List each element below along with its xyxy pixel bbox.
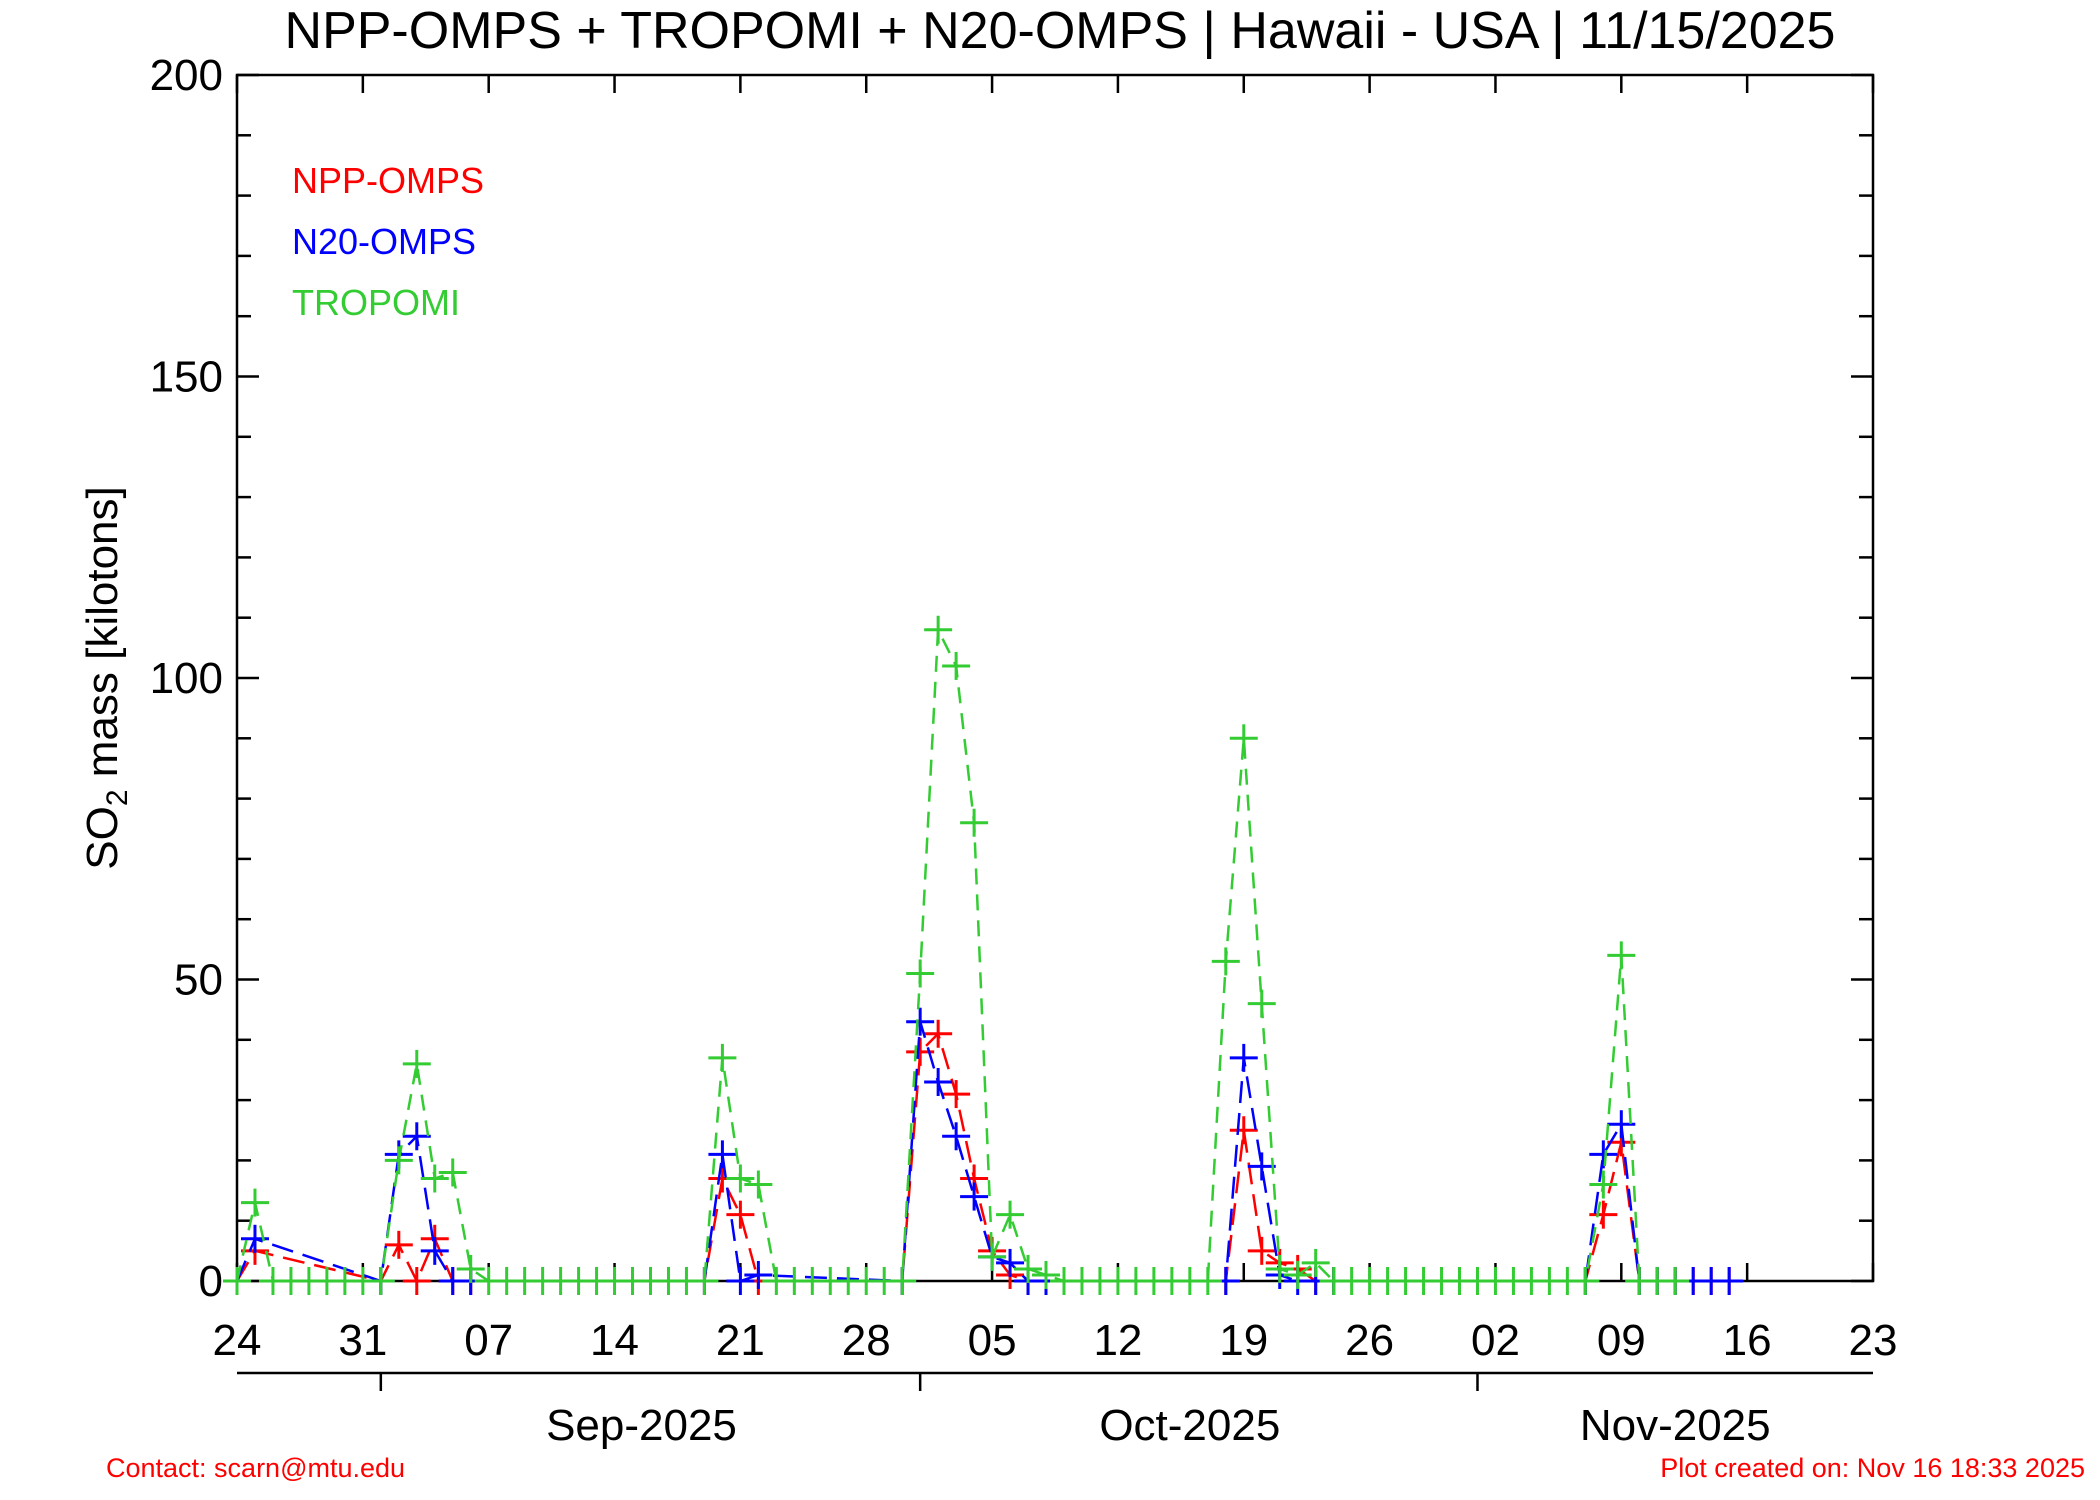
data-point: [996, 1200, 1025, 1229]
data-point: [1229, 1116, 1258, 1145]
data-point: [924, 1019, 953, 1048]
data-point: [924, 1068, 953, 1097]
x-tick-label: 24: [213, 1316, 262, 1365]
data-point: [1229, 1043, 1258, 1072]
data-point: [726, 1164, 755, 1193]
data-point: [438, 1158, 467, 1187]
y-tick-label: 200: [150, 51, 223, 100]
x-tick-label: 28: [842, 1316, 891, 1365]
data-point: [960, 808, 989, 837]
y-tick-label: 0: [199, 1257, 223, 1306]
data-point: [1283, 1260, 1312, 1289]
data-point: [906, 959, 935, 988]
data-point: [1589, 1170, 1618, 1199]
plot-frame: [235, 73, 1875, 1283]
data-point: [1247, 1152, 1276, 1181]
data-point: [420, 1164, 449, 1193]
series-layer: [223, 615, 1744, 1295]
data-point: [744, 1170, 773, 1199]
y-tick-labels: 0 50 100 150 200: [150, 51, 223, 1306]
data-point: [942, 651, 971, 680]
data-point: [978, 1242, 1007, 1271]
data-point: [960, 1182, 989, 1211]
x-tick-label: 02: [1471, 1316, 1520, 1365]
legend-item-tropomi: TROPOMI: [292, 282, 460, 323]
plot-created-text: Plot created on: Nov 16 18:33 2025: [1660, 1453, 2085, 1483]
month-label: Sep-2025: [546, 1401, 737, 1450]
legend-item-n20-omps: N20-OMPS: [292, 221, 476, 262]
data-point: [1014, 1254, 1043, 1283]
data-point: [708, 1140, 737, 1169]
legend: NPP-OMPS N20-OMPS TROPOMI: [292, 160, 484, 323]
x-tick-label: 21: [716, 1316, 765, 1365]
data-point: [1032, 1260, 1061, 1289]
data-point: [420, 1236, 449, 1265]
data-point: [366, 1267, 395, 1295]
x-tick-label: 07: [464, 1316, 513, 1365]
axis-ticks: [235, 73, 1875, 1283]
data-point: [1715, 1267, 1744, 1295]
data-point: [888, 1267, 917, 1295]
data-point: [1589, 1200, 1618, 1229]
data-point: [456, 1254, 485, 1283]
y-tick-label: 100: [150, 654, 223, 703]
y-axis-label: SO2 mass [kilotons]: [78, 486, 134, 869]
data-point: [1193, 1267, 1222, 1295]
month-label: Nov-2025: [1580, 1401, 1771, 1450]
x-tick-label: 05: [968, 1316, 1017, 1365]
data-point: [1229, 724, 1258, 753]
data-point: [726, 1200, 755, 1229]
x-tick-label: 23: [1849, 1316, 1898, 1365]
data-point: [1607, 1110, 1636, 1139]
contact-text: Contact: scarn@mtu.edu: [106, 1453, 405, 1483]
data-point: [1247, 1236, 1276, 1265]
data-point: [942, 1080, 971, 1109]
x-tick-label: 14: [590, 1316, 639, 1365]
data-point: [744, 1260, 773, 1289]
data-point: [690, 1267, 719, 1295]
series-line: [235, 1031, 1730, 1284]
data-point: [384, 1146, 413, 1175]
data-point: [942, 1122, 971, 1151]
data-point: [906, 1007, 935, 1036]
series-tropomi: [223, 615, 1690, 1295]
legend-item-npp-omps: NPP-OMPS: [292, 160, 484, 201]
x-tick-label: 09: [1597, 1316, 1646, 1365]
data-point: [402, 1267, 431, 1295]
data-point: [402, 1122, 431, 1151]
month-axis-ticks: [379, 1373, 1479, 1391]
data-point: [402, 1049, 431, 1078]
data-point: [708, 1043, 737, 1072]
chart-title: NPP-OMPS + TROPOMI + N20-OMPS | Hawaii -…: [285, 2, 1836, 60]
y-tick-label: 50: [174, 956, 223, 1005]
data-point: [384, 1230, 413, 1259]
y-tick-label: 150: [150, 353, 223, 402]
data-point: [726, 1267, 755, 1295]
data-point: [240, 1188, 269, 1217]
data-point: [1571, 1267, 1600, 1295]
x-tick-label: 31: [338, 1316, 387, 1365]
x-tick-label: 19: [1219, 1316, 1268, 1365]
data-point: [1265, 1254, 1294, 1283]
data-point: [996, 1248, 1025, 1277]
data-point: [1607, 941, 1636, 970]
data-point: [924, 615, 953, 644]
x-tick-labels: 24 31 07 14 21 28 05 12 19 26 02 09 16 23: [213, 1316, 1898, 1365]
data-point: [223, 1267, 251, 1295]
data-point: [1211, 947, 1240, 976]
x-tick-label: 12: [1093, 1316, 1142, 1365]
data-point: [1661, 1267, 1690, 1295]
data-point: [1301, 1248, 1330, 1277]
data-point: [1247, 989, 1276, 1018]
x-tick-label: 16: [1723, 1316, 1772, 1365]
month-labels: Sep-2025 Oct-2025 Nov-2025: [546, 1401, 1771, 1450]
month-label: Oct-2025: [1099, 1401, 1280, 1450]
x-tick-label: 26: [1345, 1316, 1394, 1365]
data-point: [1589, 1140, 1618, 1169]
